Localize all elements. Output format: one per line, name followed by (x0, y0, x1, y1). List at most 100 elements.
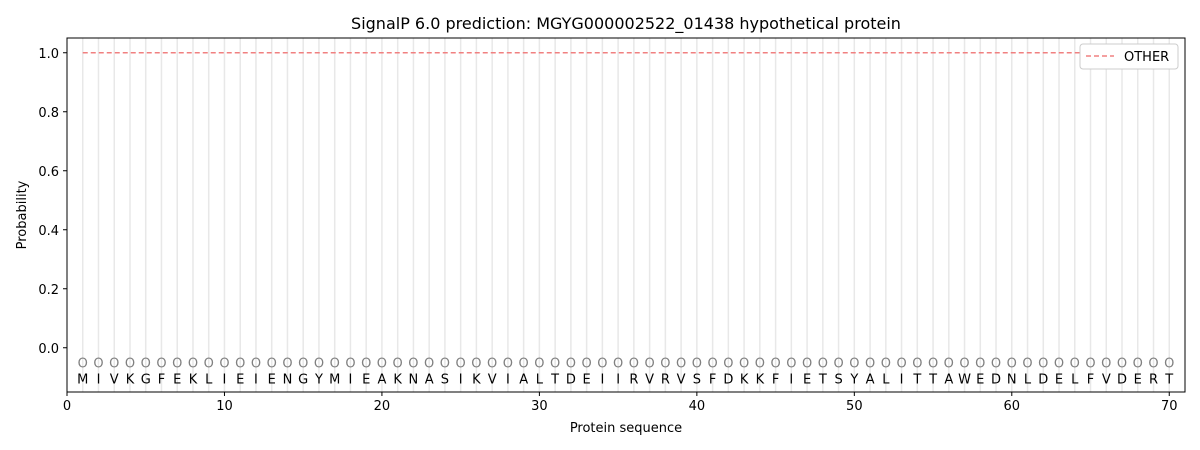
residue-label-marker: O (172, 357, 182, 372)
residue-label-marker: O (613, 357, 623, 372)
residue-label-marker: O (109, 357, 119, 372)
residue-letter: E (976, 372, 984, 387)
residue-letter: D (1038, 372, 1048, 387)
chart-title: SignalP 6.0 prediction: MGYG000002522_01… (351, 14, 901, 34)
residue-letter: T (1164, 372, 1173, 387)
residue-letter: S (441, 372, 449, 387)
residue-letter: I (223, 372, 227, 387)
residue-letter: E (583, 372, 591, 387)
residue-label-marker: O (660, 357, 670, 372)
residue-label-marker: O (1085, 357, 1095, 372)
residue-label-marker: O (676, 357, 686, 372)
residue-label-marker: O (298, 357, 308, 372)
residue-letter: N (283, 372, 293, 387)
residue-label-marker: O (723, 357, 733, 372)
residue-letter: K (393, 372, 402, 387)
residue-letter: S (834, 372, 842, 387)
residue-letter: N (409, 372, 419, 387)
x-tick-label: 30 (531, 399, 548, 414)
residue-label-marker: O (503, 357, 513, 372)
residue-label-marker: O (440, 357, 450, 372)
residue-label-marker: O (786, 357, 796, 372)
residue-letter: M (77, 372, 88, 387)
residue-letter: V (1102, 372, 1111, 387)
residue-letter: I (254, 372, 258, 387)
residue-letter: A (866, 372, 875, 387)
residue-letter: K (126, 372, 135, 387)
x-tick-label: 50 (846, 399, 863, 414)
residue-label-marker: O (456, 357, 466, 372)
residue-label-marker: O (330, 357, 340, 372)
residue-label-marker: O (944, 357, 954, 372)
residue-letter: Y (314, 372, 323, 387)
residue-label-marker: O (471, 357, 481, 372)
residue-letter: W (958, 372, 971, 387)
legend: OTHER (1079, 43, 1179, 70)
residue-label-marker: O (896, 357, 906, 372)
y-tick-label: 0.0 (38, 342, 59, 357)
x-tick-label: 20 (374, 399, 391, 414)
residue-letter: E (268, 372, 276, 387)
residue-label-marker: O (1117, 357, 1127, 372)
residue-label-marker: O (975, 357, 985, 372)
residue-label-marker: O (1038, 357, 1048, 372)
residue-label-marker: O (1007, 357, 1017, 372)
residue-letter: T (550, 372, 559, 387)
residue-label-marker: O (141, 357, 151, 372)
residue-letter: L (536, 372, 544, 387)
x-tick-label: 60 (1004, 399, 1021, 414)
residue-label-marker: O (629, 357, 639, 372)
residue-letter: T (818, 372, 827, 387)
residue-label-marker: O (282, 357, 292, 372)
residue-label-marker: O (770, 357, 780, 372)
residue-label-marker: O (251, 357, 261, 372)
residue-letter: D (566, 372, 576, 387)
residue-label-marker: O (267, 357, 277, 372)
residue-label-marker: O (1133, 357, 1143, 372)
residue-letter: L (882, 372, 890, 387)
residue-letter: I (506, 372, 510, 387)
residue-label-marker: O (833, 357, 843, 372)
residue-label-marker: O (78, 357, 88, 372)
residue-letter: F (709, 372, 716, 387)
residue-letter: G (298, 372, 308, 387)
residue-letter: R (629, 372, 638, 387)
x-tick-label: 70 (1161, 399, 1178, 414)
residue-letter: A (377, 372, 386, 387)
residue-label-marker: O (912, 357, 922, 372)
residue-label-marker: O (235, 357, 245, 372)
residue-letter: Y (849, 372, 858, 387)
y-tick-label: 0.2 (38, 283, 59, 298)
residue-label-marker: O (1101, 357, 1111, 372)
residue-letter: L (1024, 372, 1032, 387)
residue-letter: E (1055, 372, 1063, 387)
residue-label-marker: O (959, 357, 969, 372)
y-tick-label: 1.0 (38, 47, 59, 62)
residue-label-marker: O (928, 357, 938, 372)
residue-label-marker: O (1054, 357, 1064, 372)
residue-letter: D (1117, 372, 1127, 387)
residue-label-marker: O (519, 357, 529, 372)
legend-label-other: OTHER (1124, 50, 1169, 65)
y-tick-label: 0.4 (38, 224, 59, 239)
residue-label-marker: O (93, 357, 103, 372)
residue-label-marker: O (1070, 357, 1080, 372)
plot-frame (66, 37, 1186, 393)
residue-label-marker: O (377, 357, 387, 372)
residue-letter: E (362, 372, 370, 387)
residue-letter: T (928, 372, 937, 387)
residue-letter: G (141, 372, 151, 387)
residue-letter: A (519, 372, 528, 387)
residue-label-marker: O (818, 357, 828, 372)
residue-letter: V (677, 372, 686, 387)
residue-letter: L (1071, 372, 1079, 387)
y-axis-label: Probability (15, 180, 30, 249)
residue-letter: I (616, 372, 620, 387)
residue-label-marker: O (188, 357, 198, 372)
residue-label-marker: O (361, 357, 371, 372)
residue-letter: A (425, 372, 434, 387)
residue-label-marker: O (393, 357, 403, 372)
residue-letter: L (205, 372, 213, 387)
residue-label-marker: O (424, 357, 434, 372)
residue-letter: I (97, 372, 101, 387)
